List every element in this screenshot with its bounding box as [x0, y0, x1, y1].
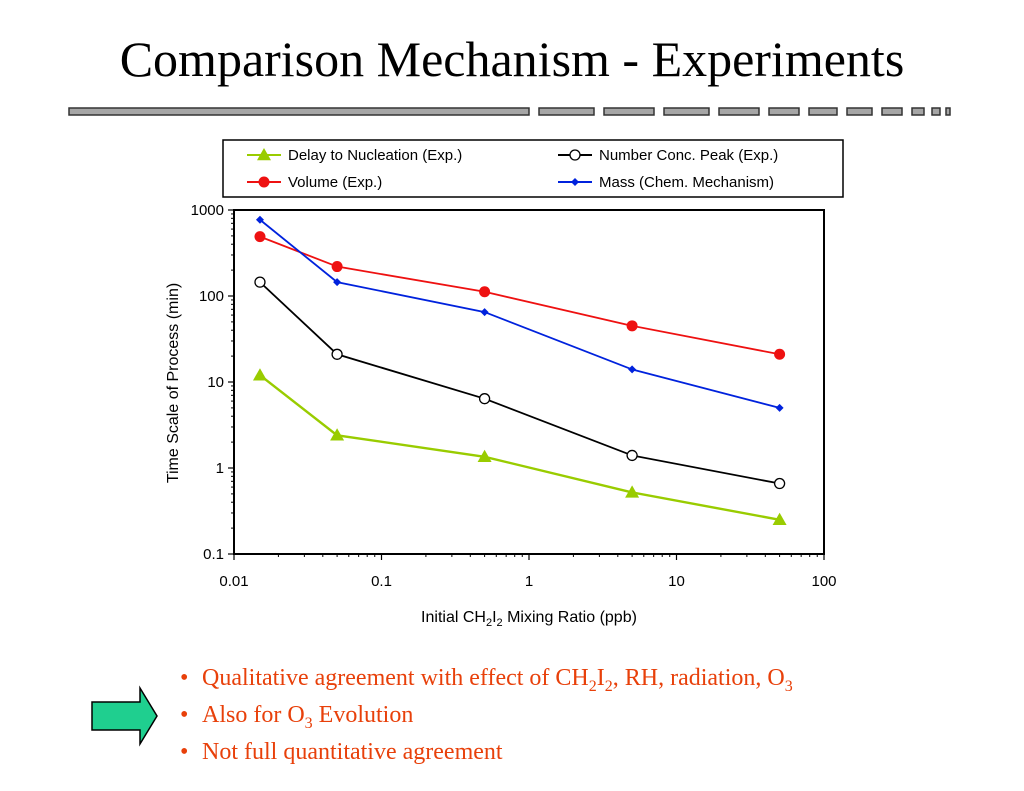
- legend-box: [222, 139, 844, 198]
- y-axis-label: Time Scale of Process (min): [165, 283, 182, 483]
- series-2: [254, 276, 786, 490]
- data-point: [478, 393, 491, 405]
- data-point: [625, 485, 640, 498]
- series-4: [255, 215, 784, 412]
- legend-entry: Number Conc. Peak (Exp.): [558, 147, 778, 164]
- bullet-item: • Also for O3 Evolution: [180, 702, 414, 732]
- legend-label: Delay to Nucleation (Exp.): [288, 147, 462, 164]
- data-point: [773, 477, 786, 490]
- title-divider: [68, 107, 951, 116]
- data-point: [774, 348, 786, 360]
- data-point: [479, 286, 491, 298]
- series-layer: [252, 215, 787, 526]
- legend-entry: Delay to Nucleation (Exp.): [247, 147, 462, 164]
- bullet-list: • Qualitative agreement with effect of CH…: [180, 660, 793, 771]
- legend-label: Volume (Exp.): [288, 174, 382, 191]
- series-1: [252, 368, 787, 526]
- x-tick-label: 0.1: [371, 573, 392, 590]
- x-tick-label: 1: [525, 573, 533, 590]
- y-tick-label: 1000: [191, 202, 224, 219]
- data-point: [333, 278, 342, 287]
- legend-marker: [257, 148, 271, 161]
- slide-title: Comparison Mechanism - Experiments: [119, 31, 905, 87]
- data-point: [775, 403, 784, 412]
- bullet-item: • Qualitative agreement with effect of CH…: [180, 665, 793, 695]
- bullet-item: • Not full quantitative agreement: [180, 739, 503, 765]
- legend-entry: Volume (Exp.): [247, 174, 382, 191]
- data-point: [252, 368, 267, 381]
- chart: Delay to Nucleation (Exp.) Number Conc. P…: [165, 139, 844, 629]
- y-tick-label: 100: [199, 288, 224, 305]
- data-point: [254, 231, 266, 243]
- data-point: [626, 449, 638, 462]
- legend-label: Number Conc. Peak (Exp.): [599, 147, 778, 164]
- series-3: [254, 231, 786, 360]
- data-point: [628, 365, 637, 374]
- y-tick-label: 1: [216, 460, 224, 477]
- data-point: [626, 320, 638, 332]
- legend-marker: [571, 178, 579, 186]
- data-point: [331, 348, 343, 360]
- data-point: [330, 428, 345, 441]
- data-point: [480, 308, 489, 317]
- data-point: [254, 276, 266, 288]
- legend: Delay to Nucleation (Exp.) Number Conc. P…: [222, 139, 844, 198]
- data-point: [331, 261, 343, 273]
- data-point: [255, 215, 264, 224]
- x-tick-label: 10: [668, 573, 685, 590]
- y-tick-label: 0.1: [203, 546, 224, 563]
- axes: 0.1 1 10 100 1000 0.01 0.1 1 10 100: [191, 202, 837, 590]
- x-axis-label: Initial CH2I2 Mixing Ratio (ppb): [421, 609, 637, 629]
- x-tick-label: 0.01: [219, 573, 248, 590]
- y-tick-label: 10: [207, 374, 224, 391]
- legend-label: Mass (Chem. Mechanism): [599, 174, 774, 191]
- x-tick-label: 100: [811, 573, 836, 590]
- data-point: [477, 449, 492, 463]
- data-point: [772, 512, 787, 526]
- legend-marker: [258, 176, 270, 188]
- legend-entry: Mass (Chem. Mechanism): [558, 174, 774, 191]
- legend-marker: [569, 149, 581, 161]
